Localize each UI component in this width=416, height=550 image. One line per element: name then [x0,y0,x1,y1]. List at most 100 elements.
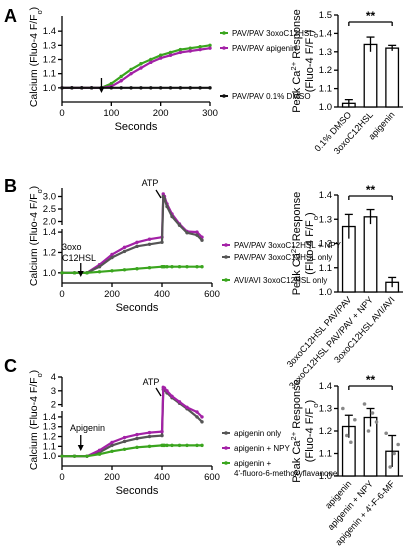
data-point [177,265,182,269]
data-point [178,47,183,52]
data-point [198,86,202,90]
annotation-label: ATP [143,377,160,387]
y-tick-label: 1.1 [319,449,332,460]
y-tick-label: 1.0 [43,83,56,94]
data-point [185,405,189,410]
data-point [60,454,64,458]
annotation-label: Apigenin [70,423,105,433]
data-point [195,415,199,419]
bar [385,47,400,108]
data-point [162,197,167,201]
y-tick-label: 2.5 [43,204,56,215]
legend-label: PAV/PAV 3oxoC12HSL only [234,253,332,262]
x-tick-label: 600 [204,472,220,483]
x-axis-label: Seconds [115,121,158,133]
annotation-label: 3oxo [62,242,82,252]
category-label: 3oxoC12HSL PAV/PAV + NPY [287,295,375,391]
legend-label: AVI/AVI 3oxoC12HSL only [234,276,327,285]
data-point [60,86,64,90]
stimulus-arrowhead [98,87,105,93]
data-point [170,394,174,399]
legend-marker [222,31,226,35]
individual-point [341,406,345,411]
data-point [110,269,114,273]
legend-label: apigenin + [234,459,271,468]
data-point [170,265,174,269]
data-point [170,443,174,448]
y-axis-label: Peak Ca2+ Response [289,192,304,296]
series-line [62,444,202,458]
y-tick-label: 1.2 [319,239,332,250]
bar [363,43,378,108]
data-point [160,429,164,434]
y-tick-label: 1.4 [43,26,56,37]
data-point [158,56,163,60]
data-point [200,415,204,419]
legend-marker [224,431,228,435]
y-tick-label: 1.4 [43,412,56,423]
y-axis-label: Calcium (Fluo-4 F/Fo) [28,186,44,286]
y-tick-label: 1.3 [319,47,332,58]
data-point [110,440,114,445]
data-point [165,204,169,209]
significance-marker: ** [366,183,376,197]
data-point [70,86,74,90]
data-point [198,47,202,52]
data-point [119,79,123,83]
annotation-label: ATP [142,178,159,188]
data-point [165,443,169,448]
atp-arrow [155,189,162,199]
y-tick-label: 1.3 [43,422,56,433]
y-tick-label: 2.0 [43,217,56,228]
data-point [195,230,199,234]
x-axis-label: Seconds [116,485,159,497]
data-point [147,444,152,449]
data-point [110,255,114,260]
individual-point [396,442,400,447]
legend-marker [224,461,228,465]
data-point [97,452,102,456]
y-axis-label: (Fluo-4 F/Fo) [304,30,320,92]
individual-point [388,465,392,469]
data-point [170,214,174,219]
legend-marker [224,255,228,259]
individual-point [349,440,353,445]
y-tick-label: 1.1 [319,263,332,274]
data-point [135,436,139,441]
data-point [122,268,127,272]
data-point [185,231,189,235]
x-tick-label: 100 [103,108,119,119]
data-point [158,53,163,57]
y-tick-label: 1.5 [319,10,332,21]
individual-point [384,431,388,436]
y-tick-label: 1.0 [319,471,332,482]
data-point [177,400,182,404]
data-point [72,454,77,458]
data-point [188,86,192,90]
x-tick-label: 400 [154,472,170,483]
y-tick-label: 1.1 [43,69,56,80]
data-point [177,223,182,227]
y-tick-label: 3.0 [43,192,56,203]
legend-label: apigenin only [234,429,281,438]
x-tick-label: 0 [59,108,64,119]
y-tick-label: 1.1 [319,84,332,95]
y-tick-label: 1.0 [43,268,56,279]
data-point [135,244,139,249]
data-point [198,45,202,49]
legend-marker [224,243,228,247]
stimulus-arrowhead [77,271,84,277]
data-point [122,439,127,444]
data-point [168,50,173,55]
individual-point [366,429,371,433]
data-point [97,270,102,274]
data-point [109,81,114,86]
panel-label-a: A [4,6,17,26]
data-point [97,448,102,452]
bar [363,216,378,293]
data-point [185,265,189,269]
legend-marker [222,46,226,50]
data-point [122,447,127,452]
data-point [195,265,199,269]
data-point [160,240,164,244]
